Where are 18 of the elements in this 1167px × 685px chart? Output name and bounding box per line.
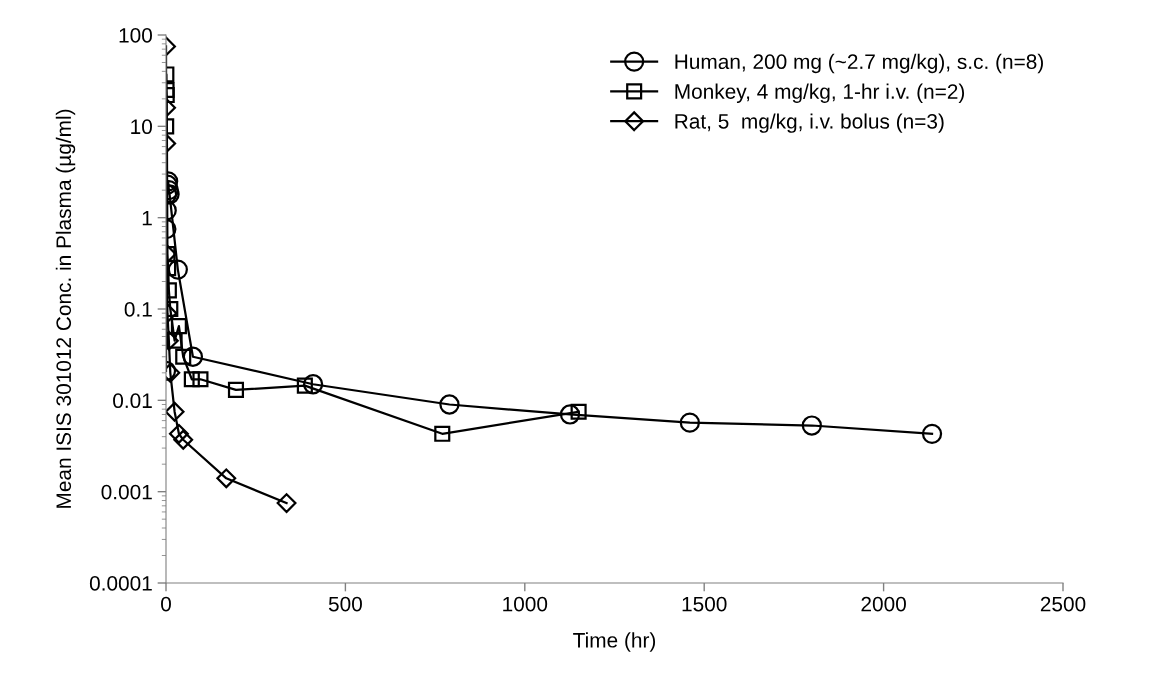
- y-tick-label: 1: [142, 210, 152, 226]
- x-tick-label: 0: [161, 596, 171, 612]
- legend-label: Monkey, 4 mg/kg, 1-hr i.v. (n=2): [675, 83, 965, 104]
- x-tick-label: 1500: [682, 596, 727, 612]
- x-axis-title: Time (hr): [573, 632, 656, 652]
- legend-label: Human, 200 mg (~2.7 mg/kg), s.c. (n=8): [675, 53, 1043, 74]
- x-tick-label: 500: [328, 596, 362, 612]
- y-tick-label: 0.1: [124, 302, 152, 317]
- y-tick-label: 100: [119, 28, 152, 43]
- y-tick-label: 0.0001: [89, 576, 152, 591]
- x-tick-label: 2500: [1040, 596, 1086, 612]
- x-tick-label: 1000: [503, 596, 548, 612]
- y-tick-label: 10: [131, 119, 152, 135]
- y-tick-label: 0.001: [101, 484, 152, 500]
- legend-label: Rat, 5 mg/kg, i.v. bolus (n=3): [675, 113, 944, 133]
- y-tick-label: 0.01: [113, 393, 152, 409]
- x-tick-label: 2000: [861, 596, 906, 612]
- y-axis-title: Mean ISIS 301012 Conc. in Plasma (µg/ml): [55, 109, 76, 508]
